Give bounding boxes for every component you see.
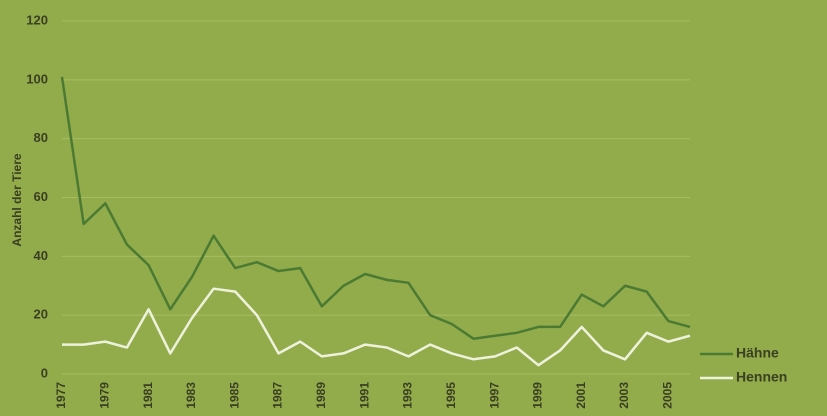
x-tick-label: 2005 [661, 382, 675, 409]
x-tick-label: 1999 [531, 382, 545, 409]
x-tick-label: 1991 [357, 382, 371, 409]
y-axis-label: Anzahl der Tiere [10, 153, 24, 246]
x-tick-label: 2001 [574, 382, 588, 409]
y-tick-label: 40 [34, 248, 48, 263]
x-tick-label: 1993 [401, 382, 415, 409]
x-tick-label: 1983 [184, 382, 198, 409]
y-tick-label: 60 [34, 189, 48, 204]
y-tick-label: 80 [34, 130, 48, 145]
y-tick-label: 100 [26, 71, 48, 86]
y-tick-label: 20 [34, 307, 48, 322]
x-tick-label: 1977 [54, 382, 68, 409]
x-tick-label: 1981 [141, 382, 155, 409]
y-tick-label: 120 [26, 12, 48, 27]
y-tick-label: 0 [41, 365, 48, 380]
x-tick-label: 1995 [444, 382, 458, 409]
x-tick-label: 1987 [271, 382, 285, 409]
x-tick-label: 2003 [617, 382, 631, 409]
series-line [62, 287, 691, 367]
legend-label: Hähne [736, 345, 779, 361]
x-tick-label: 1985 [227, 382, 241, 409]
legend-label: Hennen [736, 369, 787, 385]
series-line [60, 76, 691, 340]
x-tick-label: 1997 [487, 382, 501, 409]
x-tick-label: 1979 [97, 382, 111, 409]
x-tick-label: 1989 [314, 382, 328, 409]
